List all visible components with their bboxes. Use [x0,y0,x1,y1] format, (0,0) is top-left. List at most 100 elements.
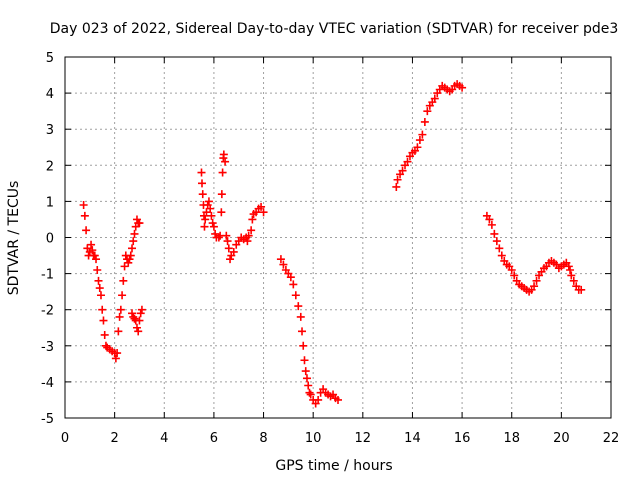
data-point-seg1-15 [98,305,107,314]
data-point-seg5-11 [418,130,427,139]
x-tick-label-1: 2 [110,431,118,446]
data-point-seg5-13 [423,107,432,116]
x-tick-label-3: 6 [210,431,218,446]
data-point-seg1-24 [113,349,122,358]
data-point-seg6-1 [485,215,494,224]
data-point-seg6-11 [510,271,519,280]
y-tick-label-3: -2 [41,304,54,319]
x-tick-label-8: 16 [454,431,471,446]
data-point-seg5-27 [458,83,467,92]
data-point-seg4-4 [286,273,295,282]
data-point-seg6-2 [487,220,496,229]
y-tick-label-8: 3 [46,123,54,138]
data-point-seg3-36 [244,231,253,240]
data-point-seg4-8 [296,312,305,321]
data-point-seg3-25 [223,237,232,246]
x-tick-label-11: 22 [603,431,620,446]
data-point-seg5-3 [398,166,407,175]
data-point-seg1-14 [96,291,105,300]
data-point-seg5-5 [403,157,412,166]
data-point-seg4-1 [279,260,288,269]
chart-title: Day 023 of 2022, Sidereal Day-to-day VTE… [50,21,619,37]
data-point-seg6-39 [577,285,586,294]
data-point-seg1-7 [88,246,97,255]
data-point-seg5-16 [430,94,439,103]
data-point-seg3-0 [197,168,206,177]
y-axis-label: SDTVAR / TECUs [6,181,22,296]
data-point-seg3-26 [224,244,233,253]
data-point-seg3-6 [201,215,210,224]
data-point-seg1-17 [100,330,109,339]
data-point-seg4-5 [289,280,298,289]
data-point-seg4-7 [294,302,303,311]
data-point-seg6-19 [530,282,539,291]
x-tick-label-7: 14 [404,431,421,446]
data-point-seg3-16 [214,233,223,242]
data-point-seg6-3 [490,229,499,238]
x-tick-label-2: 4 [160,431,168,446]
data-point-seg1-23 [111,354,120,363]
data-point-seg1-38 [130,229,139,238]
data-point-seg5-1 [393,175,402,184]
data-point-seg2-0 [128,309,137,318]
data-point-seg2-2 [130,314,139,323]
data-point-seg2-4 [132,323,141,332]
data-point-seg5-10 [415,136,424,145]
data-point-seg3-27 [226,255,235,264]
data-point-seg3-37 [247,226,256,235]
data-point-seg4-16 [306,390,315,399]
data-point-seg4-10 [299,341,308,350]
y-tick-label-10: 5 [46,51,54,66]
x-tick-label-4: 8 [259,431,267,446]
data-point-seg3-5 [200,222,209,231]
data-point-seg1-26 [115,312,124,321]
data-point-seg4-0 [276,255,285,264]
data-point-seg4-13 [302,374,311,383]
data-point-seg6-36 [569,276,578,285]
data-point-seg1-34 [125,255,134,264]
data-point-seg6-20 [532,276,541,285]
data-point-seg6-4 [492,237,501,246]
data-point-seg1-10 [92,255,101,264]
data-point-seg2-5 [134,327,143,336]
x-tick-label-0: 0 [61,431,69,446]
x-tick-label-10: 20 [553,431,570,446]
data-points [79,80,586,408]
data-point-seg1-37 [129,237,138,246]
data-point-seg1-9 [90,251,99,260]
y-tick-label-9: 4 [46,87,54,102]
data-point-seg3-9 [204,197,213,206]
data-point-seg4-15 [305,388,314,397]
data-point-seg1-16 [99,316,108,325]
data-point-seg6-10 [507,265,516,274]
data-point-seg1-33 [124,258,133,267]
data-point-seg6-33 [564,262,573,271]
data-point-seg3-20 [218,168,227,177]
data-point-seg5-9 [413,143,422,152]
data-point-seg1-28 [118,291,127,300]
data-point-seg1-29 [119,276,128,285]
data-point-seg6-5 [495,244,504,253]
data-point-seg3-18 [217,208,226,217]
data-point-seg1-13 [95,284,104,293]
data-point-seg5-0 [392,182,401,191]
data-point-seg3-13 [209,222,218,231]
data-point-seg1-2 [82,226,91,235]
data-point-seg1-1 [80,211,89,220]
y-tick-label-6: 1 [46,195,54,210]
data-point-seg2-7 [136,309,145,318]
data-point-seg1-11 [93,265,102,274]
data-point-seg3-24 [222,231,231,240]
data-point-seg3-22 [219,150,228,159]
data-point-seg3-23 [221,157,230,166]
x-axis-label: GPS time / hours [275,458,392,474]
y-tick-label-1: -4 [41,376,54,391]
data-point-seg3-12 [208,219,217,228]
data-point-seg1-25 [114,327,123,336]
data-point-seg4-9 [298,327,307,336]
data-point-seg3-14 [211,229,220,238]
y-tick-label-5: 0 [46,232,54,247]
data-point-seg6-35 [567,271,576,280]
